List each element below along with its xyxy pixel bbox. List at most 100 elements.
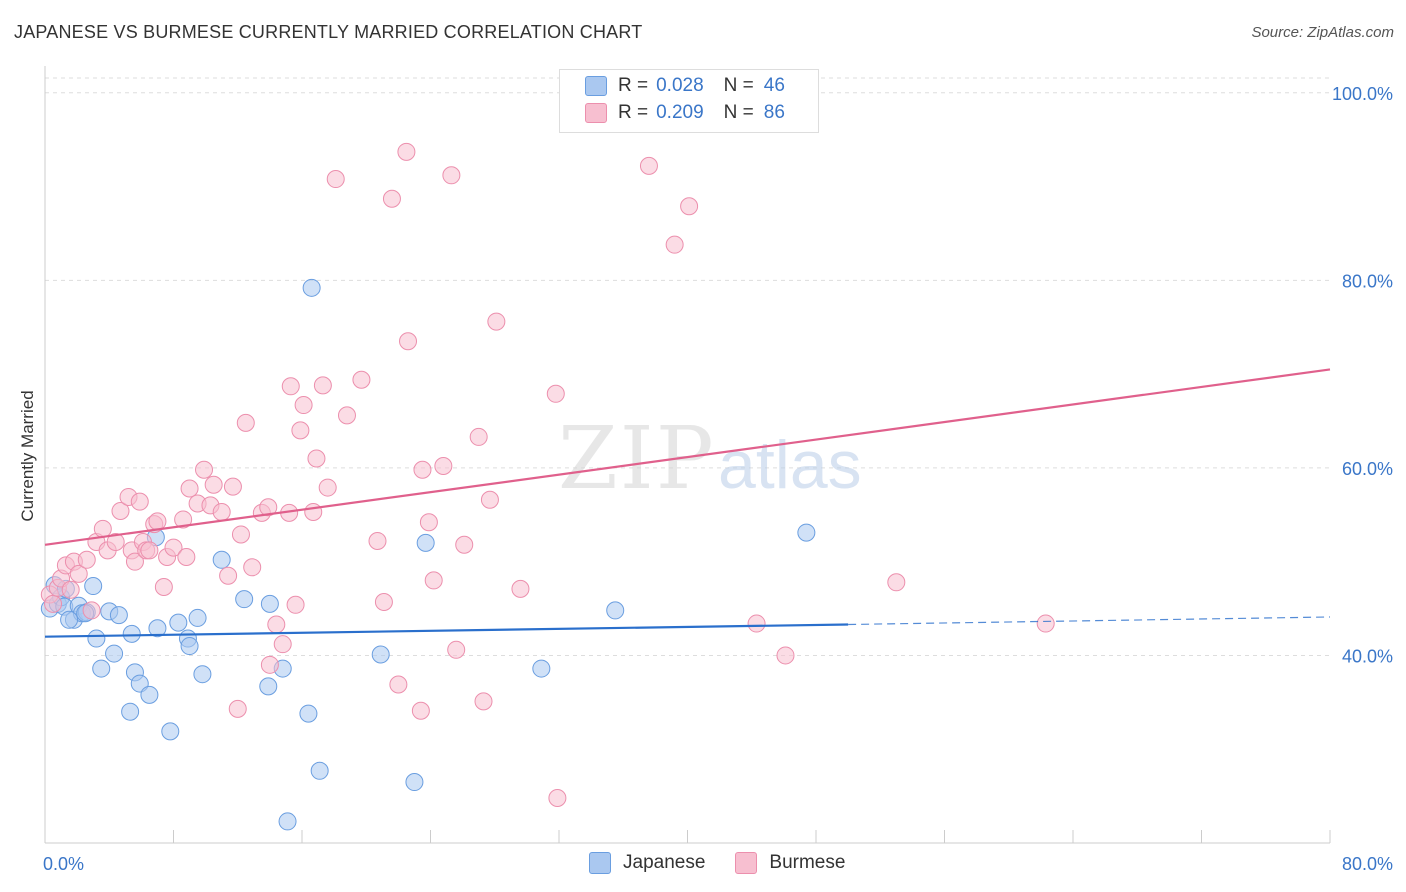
y-tick-label: 40.0% [1342, 646, 1393, 666]
burmese-legend-swatch [735, 852, 758, 874]
burmese-point [267, 615, 286, 634]
burmese-point [273, 635, 292, 654]
japanese-trend-line [44, 623, 849, 638]
japanese-swatch [585, 76, 607, 96]
japanese-point [109, 606, 128, 625]
japanese-point [105, 644, 124, 663]
japanese-point [260, 594, 279, 613]
burmese-point [294, 396, 313, 415]
burmese-point [307, 449, 326, 468]
burmese-point [125, 552, 144, 571]
burmese-point [164, 538, 183, 557]
legend-r-label: R = [618, 102, 649, 123]
burmese-point [337, 406, 356, 425]
watermark: ZIP atlas [558, 409, 862, 509]
chart-title: JAPANESE VS BURMESE CURRENTLY MARRIED CO… [14, 22, 643, 42]
japanese-n-value: 46 [763, 75, 785, 96]
legend-item-burmese[interactable]: Burmese [735, 852, 845, 874]
japanese-r-value: 0.028 [656, 75, 704, 96]
watermark-zip: ZIP [558, 409, 716, 509]
japanese-point [161, 722, 180, 741]
burmese-point [148, 512, 167, 531]
burmese-point [286, 595, 305, 614]
burmese-point [326, 170, 345, 189]
watermark-atlas: atlas [718, 427, 862, 503]
tick-labels: 40.0% 60.0% 80.0% 100.0% 0.0% 80.0% [43, 84, 1393, 874]
burmese-point [680, 197, 699, 216]
burmese-swatch [585, 103, 607, 123]
burmese-point [352, 370, 371, 389]
japanese-point [169, 613, 188, 632]
japanese-point [405, 773, 424, 792]
trend-lines [44, 368, 1331, 638]
burmese-point [447, 640, 466, 659]
japanese-point [416, 533, 435, 552]
burmese-point [82, 601, 101, 620]
legend-item-japanese[interactable]: Japanese [589, 852, 705, 874]
source-label: Source: ZipAtlas.com [1251, 24, 1394, 41]
burmese-point [413, 460, 432, 479]
japanese-point [259, 677, 278, 696]
japanese-point [310, 761, 329, 780]
gridlines [45, 77, 1330, 656]
legend-row-japanese: R = 0.028 N = 46 [585, 73, 785, 99]
burmese-point [77, 550, 96, 569]
japanese-point [92, 659, 111, 678]
burmese-point [474, 692, 493, 711]
burmese-point [243, 558, 262, 577]
japanese-point [193, 665, 212, 684]
burmese-point [397, 142, 416, 161]
series-legend: Japanese Burmese [589, 852, 875, 874]
burmese-point [180, 479, 199, 498]
correlation-legend: R = 0.028 N = 46 R = 0.209 N = 86 [559, 69, 819, 133]
burmese-point [111, 502, 130, 521]
burmese-trend-line [44, 368, 1331, 546]
japanese-points [40, 278, 816, 831]
burmese-point [776, 646, 795, 665]
burmese-point [374, 592, 393, 611]
burmese-point [154, 577, 173, 596]
burmese-point [487, 312, 506, 331]
burmese-points [40, 142, 1055, 807]
burmese-point [424, 571, 443, 590]
burmese-point [455, 535, 474, 554]
japanese-point [532, 659, 551, 678]
burmese-point [389, 675, 408, 694]
burmese-point [548, 788, 567, 807]
burmese-point [665, 235, 684, 254]
burmese-point [93, 519, 112, 538]
x-tick-label-min: 0.0% [43, 854, 84, 874]
burmese-point [318, 478, 337, 497]
burmese-legend-label: Burmese [769, 852, 846, 873]
burmese-point [747, 614, 766, 633]
burmese-point [44, 594, 63, 613]
japanese-point [84, 577, 103, 596]
burmese-point [639, 156, 658, 175]
burmese-point [204, 475, 223, 494]
japanese-point [121, 702, 140, 721]
burmese-point [212, 502, 231, 521]
burmese-point [69, 564, 88, 583]
japanese-legend-swatch [589, 852, 611, 874]
japanese-point [148, 619, 167, 638]
x-tick-label-max: 80.0% [1342, 854, 1393, 874]
legend-n-label: N = [723, 75, 754, 96]
y-tick-label: 100.0% [1332, 84, 1393, 104]
japanese-point [140, 685, 159, 704]
japanese-point [188, 608, 207, 627]
burmese-point [1036, 614, 1055, 633]
japanese-point [235, 590, 254, 609]
legend-n-label: N = [723, 102, 754, 123]
burmese-point [411, 701, 430, 720]
burmese-n-value: 86 [763, 102, 785, 123]
burmese-point [231, 525, 250, 544]
burmese-point [887, 573, 906, 592]
burmese-r-value: 0.209 [656, 102, 704, 123]
burmese-point [419, 513, 438, 532]
burmese-point [480, 490, 499, 509]
burmese-point [469, 427, 488, 446]
burmese-point [304, 502, 323, 521]
japanese-point [371, 645, 390, 664]
japanese-point [180, 637, 199, 656]
